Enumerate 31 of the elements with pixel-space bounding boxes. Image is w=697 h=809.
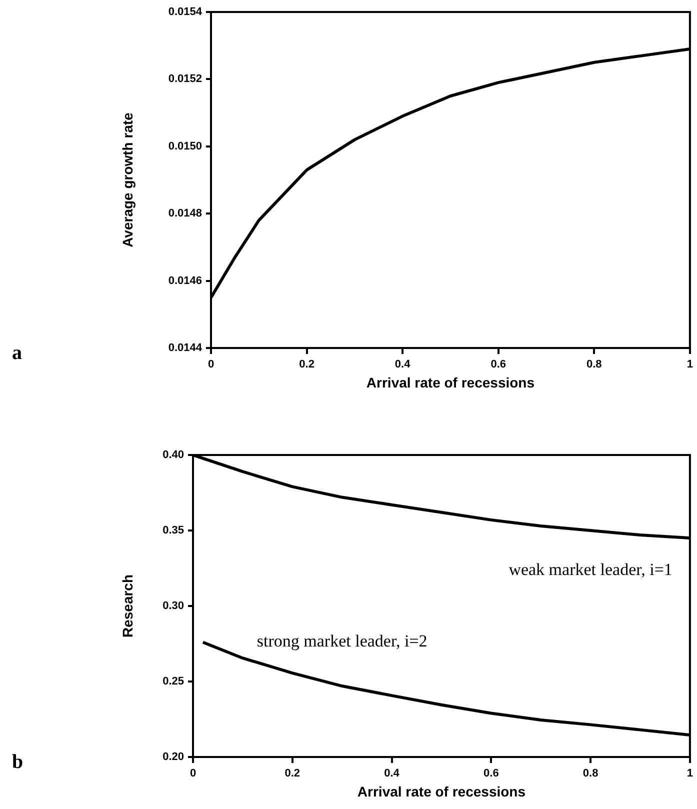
y-axis-title: Research — [119, 574, 136, 638]
x-tick-label: 0.4 — [394, 358, 412, 371]
y-tick-label: 0.40 — [162, 449, 184, 462]
x-tick-label: 0.4 — [384, 768, 400, 780]
text: b — [12, 751, 24, 774]
x-tick-label: 0.8 — [582, 768, 598, 780]
y-tick-label: 0.25 — [162, 676, 184, 688]
x-tick-label: 0.6 — [484, 768, 499, 780]
x-tick-label: 0.6 — [490, 358, 506, 371]
x-axis-title: Arrival rate of recessions — [357, 783, 526, 800]
y-axis-title: Average growth rate — [119, 112, 136, 248]
y-tick-label: 0.35 — [162, 524, 184, 537]
x-tick-label: 0 — [208, 358, 214, 371]
y-tick-label: 0.0146 — [168, 274, 202, 287]
x-tick-label: 1 — [686, 358, 694, 371]
x-tick-label: 0.2 — [284, 768, 300, 780]
x-tick-label: 1 — [686, 768, 694, 780]
y-tick-label: 0.0154 — [168, 6, 203, 18]
x-axis-title: Arrival rate of recessions — [366, 374, 535, 390]
text: a — [12, 342, 22, 365]
x-tick-label: 0 — [190, 768, 196, 780]
x-tick-label: 0.2 — [299, 358, 314, 371]
series-label: strong market leader, i=2 — [256, 632, 428, 650]
series-label: weak market leader, i=1 — [508, 560, 672, 579]
y-tick-label: 0.0152 — [168, 73, 202, 86]
y-tick-label: 0.0144 — [168, 342, 203, 354]
y-tick-label: 0.20 — [162, 751, 184, 764]
y-tick-label: 0.0148 — [168, 208, 202, 220]
y-tick-label: 0.30 — [162, 600, 184, 612]
y-tick-label: 0.0150 — [168, 140, 202, 152]
x-tick-label: 0.8 — [586, 358, 602, 371]
